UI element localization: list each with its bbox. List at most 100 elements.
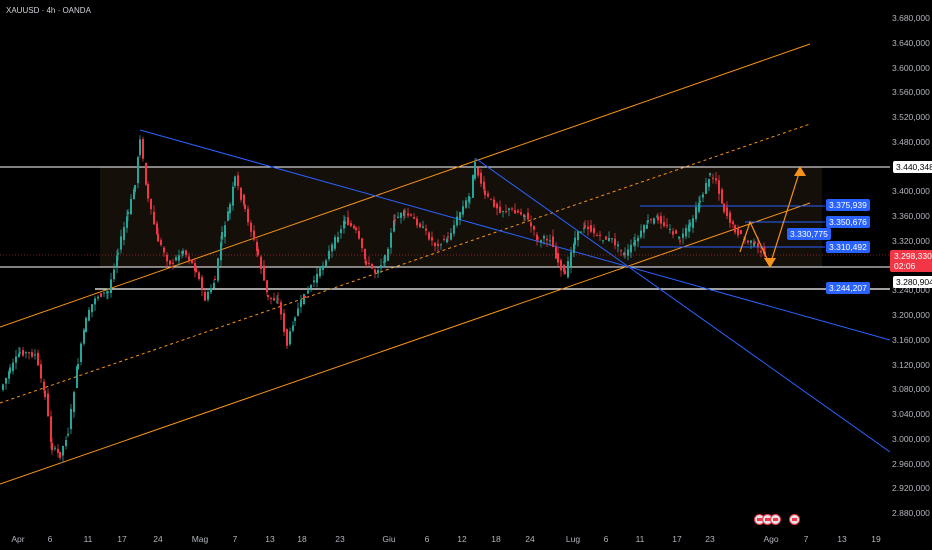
candle-body xyxy=(393,220,395,232)
blue-tag-4[interactable]: 3.310,492 xyxy=(826,241,870,253)
blue-tag-3[interactable]: 3.330,775 xyxy=(787,228,831,240)
candle-body xyxy=(577,231,579,241)
candle-body xyxy=(469,197,471,199)
candle-body xyxy=(646,224,648,229)
time-tick: 6 xyxy=(424,534,430,544)
candle-body xyxy=(480,172,482,184)
price-tick: 3.360,000 xyxy=(892,211,930,221)
candle-body xyxy=(232,186,234,206)
candle-body xyxy=(640,230,642,238)
candle-body xyxy=(337,236,339,242)
candle-body xyxy=(397,216,399,218)
candle-body xyxy=(718,180,720,194)
candle-body xyxy=(294,317,296,321)
price-plot[interactable] xyxy=(0,0,890,530)
price-tick: 3.120,000 xyxy=(892,359,930,370)
candle-body xyxy=(59,451,61,458)
candle-body xyxy=(487,193,489,197)
candle-body xyxy=(182,250,184,254)
candle-body xyxy=(732,221,734,225)
candle-body xyxy=(387,248,389,261)
candle-body xyxy=(477,167,479,176)
candle-body xyxy=(723,203,725,212)
downtrend-upper-line xyxy=(139,129,890,341)
time-tick: 17 xyxy=(672,534,682,544)
candle-body xyxy=(702,194,704,198)
candle-body xyxy=(350,223,352,227)
candle-body xyxy=(266,280,268,293)
candle-body xyxy=(502,211,504,213)
candle-body xyxy=(567,261,569,278)
candle-body xyxy=(8,371,10,379)
event-flag-icon[interactable] xyxy=(789,514,800,525)
candle-body xyxy=(419,223,421,228)
candle-body xyxy=(555,246,557,259)
candle-body xyxy=(434,242,436,247)
candle-body xyxy=(286,329,288,346)
price-tick: 3.160,000 xyxy=(892,334,930,345)
candle-body xyxy=(213,282,215,289)
candle-body xyxy=(750,240,752,243)
candle-body xyxy=(630,244,632,253)
candle-body xyxy=(428,232,430,240)
blue-tag-1[interactable]: 3.375,939 xyxy=(826,199,870,211)
candle-body xyxy=(450,232,452,240)
candle-body xyxy=(347,217,349,225)
price-tick: 3.680,000 xyxy=(892,13,930,23)
candle-body xyxy=(51,442,53,451)
candle-body xyxy=(221,232,223,240)
candle-body xyxy=(505,211,507,213)
candle-body xyxy=(407,213,409,216)
candle-body xyxy=(157,233,159,242)
candle-body xyxy=(400,212,402,218)
candle-body xyxy=(289,331,291,345)
candle-body xyxy=(147,184,149,199)
candle-body xyxy=(524,215,526,217)
candle-body xyxy=(325,260,327,267)
price-tick: 3.320,000 xyxy=(892,235,930,246)
price-tick: 3.080,000 xyxy=(892,384,930,395)
time-tick: 18 xyxy=(491,534,501,544)
candle-body xyxy=(672,231,674,235)
candle-body xyxy=(100,293,102,297)
candle-body xyxy=(692,218,694,228)
candle-body xyxy=(699,200,701,203)
price-tick: 3.040,000 xyxy=(892,409,930,419)
event-flag-icon[interactable] xyxy=(770,514,781,525)
candle-body xyxy=(437,243,439,246)
candle-body xyxy=(103,292,105,294)
candle-body xyxy=(474,162,476,179)
candle-body xyxy=(695,207,697,220)
candle-body xyxy=(666,224,668,226)
candles xyxy=(2,135,766,463)
candle-body xyxy=(617,244,619,247)
candle-body xyxy=(270,297,272,299)
candle-body xyxy=(340,229,342,234)
candle-body xyxy=(313,280,315,283)
price-tick: 3.000,000 xyxy=(892,433,930,444)
projection-arrowhead-up xyxy=(794,166,806,176)
symbol-label[interactable]: XAUUSD · 4h · OANDA xyxy=(6,6,91,15)
candle-body xyxy=(117,252,119,255)
blue-tag-2[interactable]: 3.350,676 xyxy=(826,216,870,228)
time-axis[interactable]: Apr 6 11 17 24 Mag 7 13 18 23 Giu 6 12 18 24 Lug 6 11 17 23… xyxy=(0,530,890,550)
blue-tag-5[interactable]: 3.244,207 xyxy=(826,282,870,294)
candle-body xyxy=(653,218,655,224)
candle-body xyxy=(650,219,652,221)
time-tick: 23 xyxy=(335,534,345,544)
candle-body xyxy=(130,198,132,214)
candle-body xyxy=(726,207,728,217)
candle-body xyxy=(496,203,498,209)
time-tick: 7 xyxy=(803,534,809,544)
candle-body xyxy=(127,212,129,215)
candle-body xyxy=(552,236,554,248)
candle-body xyxy=(145,162,147,185)
candle-body xyxy=(757,243,759,247)
time-tick: Giu xyxy=(382,534,396,544)
candle-body xyxy=(169,260,171,265)
candle-body xyxy=(229,204,231,214)
candle-body xyxy=(374,269,376,273)
candle-body xyxy=(517,210,519,213)
candle-body xyxy=(139,139,141,156)
